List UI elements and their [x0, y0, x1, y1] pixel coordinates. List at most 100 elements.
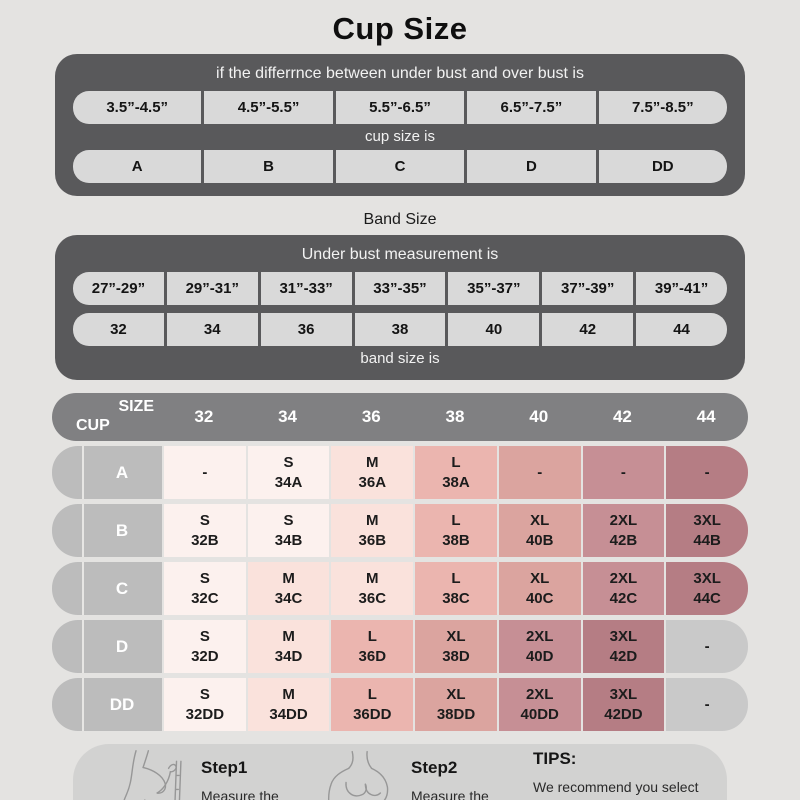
matrix-cell: M 34C — [247, 562, 330, 615]
matrix-cell: L 38C — [415, 562, 497, 615]
matrix-corner-cup-label: CUP — [76, 417, 110, 434]
matrix-cell: M 34DD — [247, 678, 330, 731]
cup-letter-cell: DD — [598, 150, 727, 183]
band-size-row: 32 34 36 38 40 42 44 — [73, 313, 727, 346]
matrix-cell: S 34A — [247, 446, 330, 499]
band-size-cell: 38 — [354, 313, 446, 346]
cup-panel-header: if the differrnce between under bust and… — [216, 65, 584, 82]
cup-letter-cell: D — [467, 150, 596, 183]
matrix-cell: - — [582, 446, 665, 499]
matrix-cell: 3XL 44B — [666, 504, 748, 557]
matrix-cell: M 36B — [331, 504, 414, 557]
cup-size-is-caption: cup size is — [364, 128, 436, 145]
matrix-cell: L 36D — [331, 620, 414, 673]
cup-difference-cell: 4.5”-5.5” — [204, 91, 333, 124]
matrix-header-row: SIZE CUP 32 34 36 38 40 42 44 — [52, 393, 748, 441]
matrix-cell: M 36C — [331, 562, 414, 615]
matrix-corner-cell: SIZE CUP — [52, 393, 162, 441]
step1-block: Step1 Measure the over bust — [201, 758, 309, 800]
band-size-cell: 44 — [636, 313, 727, 346]
tips-text: We recommend you select one size up if y… — [533, 778, 699, 800]
matrix-cell: 3XL 44C — [666, 562, 748, 615]
matrix-cell: - — [164, 446, 246, 499]
band-size-cell: 34 — [166, 313, 258, 346]
matrix-column-header: 32 — [194, 407, 214, 426]
matrix-column-header: 42 — [612, 407, 632, 426]
band-size-is-caption: band size is — [360, 350, 440, 367]
matrix-cell: S 32B — [164, 504, 246, 557]
cup-difference-cell: 6.5”-7.5” — [467, 91, 596, 124]
band-size-cell: 32 — [73, 313, 164, 346]
tips-block: TIPS: We recommend you select one size u… — [533, 749, 701, 800]
measure-side-view-illustration — [123, 749, 182, 800]
matrix-cell: M 34D — [247, 620, 330, 673]
matrix-column-header: 44 — [696, 407, 716, 426]
matrix-cell: - — [666, 620, 748, 673]
step2-block: Step2 Measure the over bust — [411, 758, 519, 800]
underbust-range-row: 27”-29” 29”-31” 31”-33” 33”-35” 35”-37” 37”-3… — [73, 272, 727, 305]
cup-difference-cell: 3.5”-4.5” — [73, 91, 202, 124]
cup-difference-cell: 5.5”-6.5” — [335, 91, 465, 124]
matrix-column-header: 34 — [278, 407, 298, 426]
matrix-cell: XL 40B — [498, 504, 581, 557]
band-size-title: Band Size — [363, 211, 437, 228]
cup-difference-cell: 7.5”-8.5” — [598, 91, 727, 124]
matrix-cell: S 34B — [247, 504, 330, 557]
cup-size-panel: if the differrnce between under bust and… — [55, 54, 745, 196]
matrix-cell: - — [666, 446, 748, 499]
underbust-range-cell: 29”-31” — [166, 272, 258, 305]
matrix-column-header: 36 — [361, 407, 381, 426]
page-title: Cup Size — [332, 11, 468, 46]
matrix-cell: 3XL 42DD — [582, 678, 665, 731]
underbust-range-cell: 33”-35” — [354, 272, 446, 305]
matrix-cell: S 32DD — [164, 678, 246, 731]
matrix-row: A - S 34A M 36A L 38A - - - — [52, 446, 748, 499]
matrix-column-header: 38 — [445, 407, 465, 426]
matrix-cell: XL 40C — [498, 562, 581, 615]
underbust-range-cell: 35”-37” — [448, 272, 540, 305]
step2-label: Step2 — [411, 758, 458, 778]
matrix-cell: 2XL 42B — [582, 504, 665, 557]
underbust-range-cell: 31”-33” — [260, 272, 352, 305]
matrix-cell: XL 38D — [415, 620, 497, 673]
matrix-cell: 2XL 40D — [498, 620, 581, 673]
matrix-cell: - — [498, 446, 581, 499]
matrix-cell: L 38A — [415, 446, 497, 499]
matrix-cell: S 32D — [164, 620, 246, 673]
band-size-cell: 36 — [260, 313, 352, 346]
underbust-range-cell: 39”-41” — [636, 272, 727, 305]
matrix-row: B S 32B S 34B M 36B L 38B XL 40B 2XL 42B 3XL 44B — [52, 504, 748, 557]
band-panel-header: Under bust measurement is — [301, 246, 499, 263]
band-size-cell: 40 — [448, 313, 540, 346]
matrix-row-label: C — [52, 562, 162, 615]
tips-label: TIPS: — [533, 748, 577, 768]
step1-text: Measure the over bust — [201, 788, 279, 800]
matrix-row: C S 32C M 34C M 36C L 38C XL 40C 2XL 42C 3XL 44C — [52, 562, 748, 615]
size-matrix: SIZE CUP 32 34 36 38 40 42 44 A - S 34A M 36A L 38A - -… — [52, 393, 748, 731]
matrix-row-label: A — [52, 446, 162, 499]
matrix-cell: XL 38DD — [415, 678, 497, 731]
matrix-column-header: 40 — [529, 407, 549, 426]
cup-letter-row: A B C D DD — [73, 150, 727, 183]
underbust-range-cell: 37”-39” — [542, 272, 634, 305]
matrix-row-label: B — [52, 504, 162, 557]
matrix-cell: L 36DD — [331, 678, 414, 731]
matrix-row: D S 32D M 34D L 36D XL 38D 2XL 40D 3XL 42D - — [52, 620, 748, 673]
matrix-cell: L 38B — [415, 504, 497, 557]
cup-letter-cell: A — [73, 150, 202, 183]
matrix-row-label: D — [52, 620, 162, 673]
matrix-row: DD S 32DD M 34DD L 36DD XL 38DD 2XL 40DD 3XL 42DD - — [52, 678, 748, 731]
cup-difference-row: 3.5”-4.5” 4.5”-5.5” 5.5”-6.5” 6.5”-7.5” 7.5”… — [73, 91, 727, 124]
matrix-corner-size-label: SIZE — [118, 398, 154, 415]
band-size-cell: 42 — [542, 313, 634, 346]
cup-letter-cell: B — [204, 150, 333, 183]
step1-label: Step1 — [201, 758, 248, 778]
measuring-tips-panel: Step1 Measure the over bust Step2 Measur… — [73, 744, 727, 800]
matrix-cell: 3XL 42D — [582, 620, 665, 673]
matrix-cell: 2XL 40DD — [498, 678, 581, 731]
step2-text: Measure the over bust — [411, 788, 489, 800]
matrix-cell: S 32C — [164, 562, 246, 615]
measure-front-view-illustration — [327, 750, 389, 800]
cup-letter-cell: C — [335, 150, 465, 183]
